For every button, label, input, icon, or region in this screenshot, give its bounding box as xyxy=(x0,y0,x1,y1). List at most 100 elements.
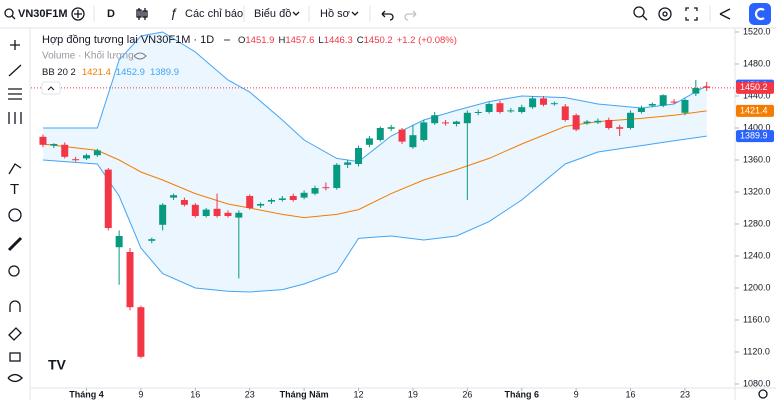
candle xyxy=(637,105,645,114)
redo[interactable] xyxy=(404,10,417,21)
pattern-tool[interactable] xyxy=(8,112,22,124)
y-tick-label: 1280.0 xyxy=(743,218,771,228)
candle-body xyxy=(670,101,678,103)
candle xyxy=(648,102,656,108)
chart-type-icon[interactable] xyxy=(136,8,148,20)
add-symbol[interactable] xyxy=(71,7,85,21)
candle-body xyxy=(126,252,134,308)
candle xyxy=(692,80,700,96)
ohlc-value: 1451.9 xyxy=(245,35,274,46)
candle-body xyxy=(485,104,493,112)
interval[interactable]: D xyxy=(107,8,115,20)
candle xyxy=(442,120,450,126)
chevron xyxy=(292,11,300,16)
bb-basis xyxy=(42,110,707,219)
y-tick-label: 1400.0 xyxy=(743,122,771,132)
hide-tool[interactable] xyxy=(7,373,23,383)
candle xyxy=(529,96,537,109)
candle-body xyxy=(398,129,406,142)
trendline-tool[interactable] xyxy=(8,64,22,77)
candle-body xyxy=(648,104,656,106)
ruler-tool[interactable] xyxy=(7,236,23,252)
ohlc-value: 1446.3 xyxy=(324,35,353,46)
price-tag xyxy=(736,81,774,94)
zoom-tool[interactable] xyxy=(8,265,20,277)
collapse-chevron xyxy=(47,86,55,91)
y-tick-label: 1480.0 xyxy=(743,58,771,68)
candle-body xyxy=(474,112,482,113)
candle xyxy=(235,210,243,279)
candle-body xyxy=(257,204,265,206)
eye-icon[interactable] xyxy=(133,52,147,60)
candle-body xyxy=(224,212,232,216)
candle-body xyxy=(637,108,645,112)
candle xyxy=(202,208,210,218)
candle xyxy=(409,124,417,149)
bb-lower xyxy=(42,135,707,293)
candle-body xyxy=(442,122,450,124)
candle xyxy=(605,117,613,130)
candle-body xyxy=(627,112,635,128)
fx-icon[interactable]: ƒ xyxy=(170,5,177,20)
lock-tool[interactable] xyxy=(9,352,21,362)
undo[interactable] xyxy=(381,10,394,21)
candle xyxy=(300,190,308,200)
settings[interactable] xyxy=(658,7,672,21)
candle xyxy=(39,134,47,148)
axis-settings[interactable] xyxy=(758,389,768,399)
candle-body xyxy=(431,115,439,124)
candle-body xyxy=(681,100,689,113)
candle xyxy=(159,203,167,231)
candle-body xyxy=(93,150,101,156)
brush-tool[interactable] xyxy=(8,163,22,175)
candle xyxy=(365,136,373,148)
profile-menu[interactable]: Hồ sơ xyxy=(320,8,350,20)
candle xyxy=(703,81,711,91)
candle xyxy=(463,110,471,200)
price-tag xyxy=(736,104,774,117)
candle xyxy=(191,203,199,218)
ohlc-letter: O xyxy=(238,35,245,46)
candle-body xyxy=(420,122,428,140)
stay-drawing-tool[interactable] xyxy=(8,327,22,341)
candle xyxy=(115,230,123,285)
ohlc-letter: L xyxy=(318,35,323,46)
candle-body xyxy=(311,188,319,194)
candle xyxy=(148,237,156,244)
y-tick-label: 1120.0 xyxy=(743,346,770,356)
fib-tool[interactable] xyxy=(8,88,22,100)
candle xyxy=(180,197,188,207)
fullscreen[interactable] xyxy=(685,7,698,21)
candle-body xyxy=(213,208,221,216)
candle-body xyxy=(72,159,80,161)
x-tick-label: Tháng 6 xyxy=(504,389,539,399)
logo-button[interactable] xyxy=(749,3,771,25)
indicators-button[interactable]: Các chỉ báo xyxy=(185,8,243,20)
collapse-legend[interactable] xyxy=(41,81,61,95)
chart-menu[interactable]: Biểu đồ xyxy=(254,8,291,20)
ohlc-letter: C xyxy=(357,35,364,46)
x-tick-label: 19 xyxy=(408,389,418,399)
candle xyxy=(257,202,265,208)
x-tick-label: Tháng 4 xyxy=(69,389,104,399)
crosshair-tool[interactable] xyxy=(10,40,20,50)
add-symbol-plus xyxy=(74,10,82,18)
emoji-tool[interactable] xyxy=(8,208,22,222)
candle-body xyxy=(616,127,624,129)
price-tag xyxy=(736,130,774,143)
candle-body xyxy=(452,121,460,124)
symbol[interactable]: VN30F1M xyxy=(18,8,68,20)
ohlc-value: 1450.2 xyxy=(364,35,393,46)
magnet-tool[interactable] xyxy=(9,300,21,312)
text-tool[interactable]: T xyxy=(10,181,19,198)
y-tick-label: 1360.0 xyxy=(743,154,771,164)
candle xyxy=(539,96,547,107)
share[interactable] xyxy=(719,8,731,20)
search-icon[interactable] xyxy=(4,8,14,18)
candle-body xyxy=(507,110,515,112)
candle-body xyxy=(344,162,352,165)
candle-body xyxy=(50,144,58,146)
candle xyxy=(431,112,439,125)
search-button[interactable] xyxy=(633,6,645,18)
